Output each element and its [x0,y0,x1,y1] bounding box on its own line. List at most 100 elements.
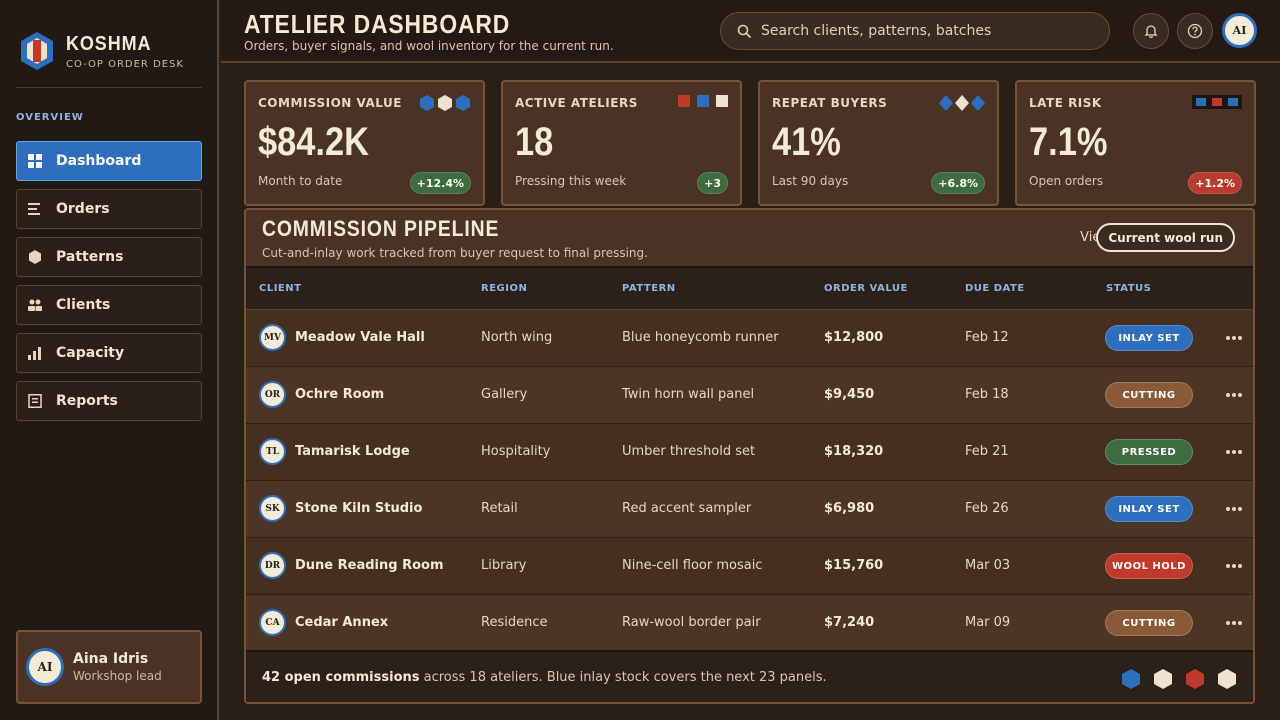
account-avatar[interactable]: AI [1222,13,1257,48]
table-row[interactable]: SK Stone Kiln Studio Retail Red accent s… [246,481,1253,538]
search-box[interactable] [720,12,1110,50]
due-date: Feb 21 [965,444,1009,459]
pattern: Raw-wool border pair [622,615,761,630]
client-avatar: OR [259,381,286,408]
brand-subtitle: CO-OP ORDER DESK [66,58,184,70]
client-name: Tamarisk Lodge [295,444,410,459]
more-options-icon[interactable] [1226,393,1242,397]
kpi-card-active-ateliers[interactable]: ACTIVE ATELIERS 18 Pressing this week +3 [501,80,742,206]
sidebar-item-label: Patterns [56,249,124,265]
kpi-title: LATE RISK [1029,96,1102,110]
kpi-value: 41% [772,120,841,164]
table-row[interactable]: DR Dune Reading Room Library Nine-cell f… [246,538,1253,595]
koshma-logo-icon [21,32,53,70]
kpi-note: Last 90 days [772,174,849,188]
due-date: Mar 03 [965,558,1011,573]
kpi-title: REPEAT BUYERS [772,96,888,110]
client-name: Meadow Vale Hall [295,330,425,345]
kpi-title: ACTIVE ATELIERS [515,96,638,110]
status-badge: INLAY SET [1105,496,1193,522]
sidebar-item-label: Orders [56,201,110,217]
table-row[interactable]: OR Ochre Room Gallery Twin horn wall pan… [246,367,1253,424]
search-input[interactable] [761,23,1081,39]
order-value: $12,800 [824,330,884,345]
region: Residence [481,615,548,630]
avatar: AI [26,648,64,686]
kpi-delta-badge: +1.2% [1188,172,1242,194]
region: Library [481,558,527,573]
due-date: Feb 18 [965,387,1009,402]
region: Retail [481,501,518,516]
table-row[interactable]: MV Meadow Vale Hall North wing Blue hone… [246,310,1253,367]
client-avatar: TL [259,438,286,465]
table-row[interactable]: CA Cedar Annex Residence Raw-wool border… [246,595,1253,652]
column-header-client[interactable]: CLIENT [259,283,302,294]
stripe-motif-icon [1192,95,1242,109]
panel-footer: 42 open commissions across 18 ateliers. … [246,650,1253,702]
order-value: $7,240 [824,615,875,630]
hexagon-icon [29,250,41,264]
order-value: $9,450 [824,387,875,402]
more-options-icon[interactable] [1226,336,1242,340]
more-options-icon[interactable] [1226,621,1242,625]
region: Gallery [481,387,528,402]
user-role: Workshop lead [73,669,162,683]
pattern: Blue honeycomb runner [622,330,779,345]
diamond-motif-icon [939,95,985,111]
sidebar-item-clients[interactable]: Clients [16,285,202,325]
brand-name: KOSHMA [66,32,152,55]
kpi-delta-badge: +12.4% [409,172,471,194]
due-date: Feb 26 [965,501,1009,516]
users-icon [28,299,42,311]
column-header-due-date[interactable]: DUE DATE [965,283,1025,294]
kpi-delta-badge: +3 [697,172,728,194]
column-header-region[interactable]: REGION [481,283,528,294]
more-options-icon[interactable] [1226,564,1242,568]
notifications-button[interactable] [1133,13,1169,49]
kpi-card-late-risk[interactable]: LATE RISK 7.1% Open orders +1.2% [1015,80,1256,206]
column-header-order-value[interactable]: ORDER VALUE [824,283,908,294]
status-badge: WOOL HOLD [1105,553,1193,579]
order-value: $15,760 [824,558,884,573]
column-header-pattern[interactable]: PATTERN [622,283,676,294]
status-badge: CUTTING [1105,610,1193,636]
kpi-value: $84.2K [258,120,369,164]
kpi-card-repeat-buyers[interactable]: REPEAT BUYERS 41% Last 90 days +6.8% [758,80,999,206]
sidebar-item-dashboard[interactable]: Dashboard [16,141,202,181]
palette-legend [1109,668,1237,690]
sidebar-item-label: Capacity [56,345,125,361]
client-avatar: MV [259,324,286,351]
kpi-delta-badge: +6.8% [931,172,985,194]
list-icon [28,203,40,215]
pattern: Red accent sampler [622,501,752,516]
client-name: Ochre Room [295,387,385,402]
footer-summary: 42 open commissions across 18 ateliers. … [262,670,827,685]
page-title: ATELIER DASHBOARD [244,9,511,39]
sidebar-item-reports[interactable]: Reports [16,381,202,421]
table-row[interactable]: TL Tamarisk Lodge Hospitality Umber thre… [246,424,1253,481]
sidebar-item-label: Reports [56,393,118,409]
page-subtitle: Orders, buyer signals, and wool inventor… [244,39,614,53]
client-avatar: SK [259,495,286,522]
client-name: Dune Reading Room [295,558,444,573]
user-card[interactable]: AI Aina Idris Workshop lead [16,630,202,704]
column-header-status[interactable]: STATUS [1106,283,1152,294]
status-badge: PRESSED [1105,439,1193,465]
kpi-card-commission-value[interactable]: COMMISSION VALUE $84.2K Month to date +1… [244,80,485,206]
sidebar-item-orders[interactable]: Orders [16,189,202,229]
brand[interactable]: KOSHMA CO-OP ORDER DESK [20,31,184,71]
more-options-icon[interactable] [1226,450,1242,454]
client-avatar: CA [259,609,286,636]
divider [16,87,202,88]
sidebar-item-capacity[interactable]: Capacity [16,333,202,373]
more-options-icon[interactable] [1226,507,1242,511]
hexagon-motif-icon [419,95,471,111]
footer-text: across 18 ateliers. Blue inlay stock cov… [419,670,827,685]
kpi-value: 18 [515,120,554,164]
sidebar: KOSHMA CO-OP ORDER DESK OVERVIEW Dashboa… [0,0,219,720]
sidebar-item-patterns[interactable]: Patterns [16,237,202,277]
view-selector[interactable]: Current wool run [1096,223,1235,252]
sidebar-item-label: Dashboard [56,153,142,169]
help-button[interactable] [1177,13,1213,49]
order-value: $18,320 [824,444,884,459]
